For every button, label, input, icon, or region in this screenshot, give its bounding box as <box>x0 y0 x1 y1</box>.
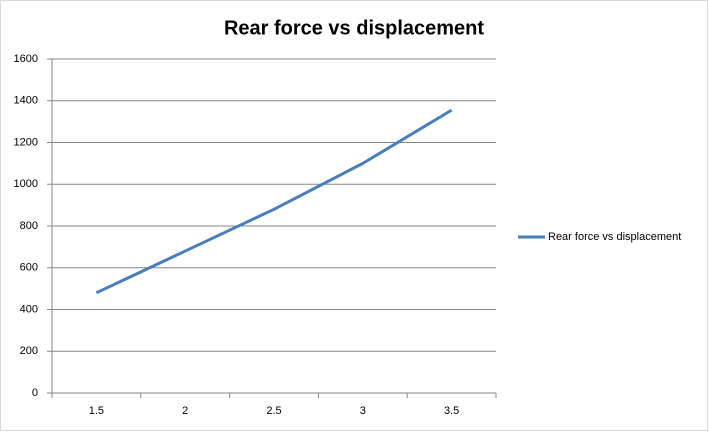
legend-label: Rear force vs displacement <box>548 231 681 243</box>
data-line <box>95 108 453 295</box>
x-tick-label: 2.5 <box>266 405 281 417</box>
y-tick-label: 1200 <box>14 136 38 148</box>
y-tick-label: 1600 <box>14 53 38 65</box>
x-tick-label: 3 <box>360 405 366 417</box>
chart-title: Rear force vs displacement <box>224 17 484 39</box>
y-tick-label: 1000 <box>14 178 38 190</box>
y-tick-label: 1400 <box>14 95 38 107</box>
x-tick-label: 2 <box>182 405 188 417</box>
y-tick-label: 800 <box>20 220 38 232</box>
y-tick-label: 600 <box>20 262 38 274</box>
y-tick-label: 0 <box>32 387 38 399</box>
y-tick-label: 400 <box>20 303 38 315</box>
x-tick-label: 3.5 <box>444 405 459 417</box>
y-tick-label: 200 <box>20 345 38 357</box>
x-tick-label: 1.5 <box>89 405 104 417</box>
